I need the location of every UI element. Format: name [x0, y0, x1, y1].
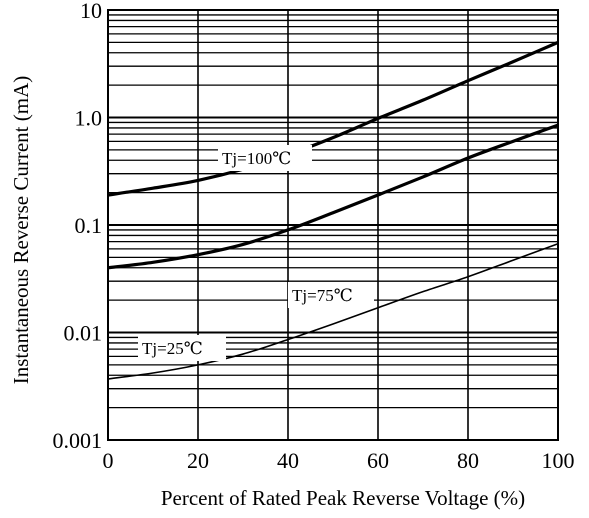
- y-tick-labels: 0.001 0.01 0.1 1.0 10: [53, 0, 103, 453]
- curve-label: Tj=75℃: [292, 286, 353, 305]
- curve-label-background: [288, 282, 374, 308]
- y-tick-label: 0.001: [53, 428, 103, 453]
- x-tick-label: 100: [542, 448, 575, 473]
- curve-label-background: [218, 145, 312, 171]
- y-tick-label: 1.0: [75, 106, 103, 131]
- plot-frame: [107, 9, 559, 441]
- curve-label-background: [138, 335, 226, 361]
- curves: Tj=100℃ Tj=75℃ Tj=25℃: [107, 40, 559, 380]
- x-axis-title: Percent of Rated Peak Reverse Voltage (%…: [161, 486, 525, 510]
- y-tick-label: 10: [80, 0, 102, 23]
- y-tick-label: 0.1: [75, 213, 103, 238]
- x-tick-labels: 0 20 40 60 80 100: [103, 448, 575, 473]
- x-tick-label: 0: [103, 448, 114, 473]
- curve-label: Tj=100℃: [222, 149, 291, 168]
- x-tick-label: 80: [457, 448, 479, 473]
- x-tick-label: 40: [277, 448, 299, 473]
- y-axis-title: Instantaneous Reverse Current (mA): [9, 76, 33, 385]
- y-tick-label: 0.01: [64, 321, 103, 346]
- series-curve: [107, 40, 559, 197]
- series-curve: [107, 242, 559, 380]
- curve-label: Tj=25℃: [142, 339, 203, 358]
- x-tick-label: 20: [187, 448, 209, 473]
- series-curve: [107, 123, 559, 270]
- x-tick-label: 60: [367, 448, 389, 473]
